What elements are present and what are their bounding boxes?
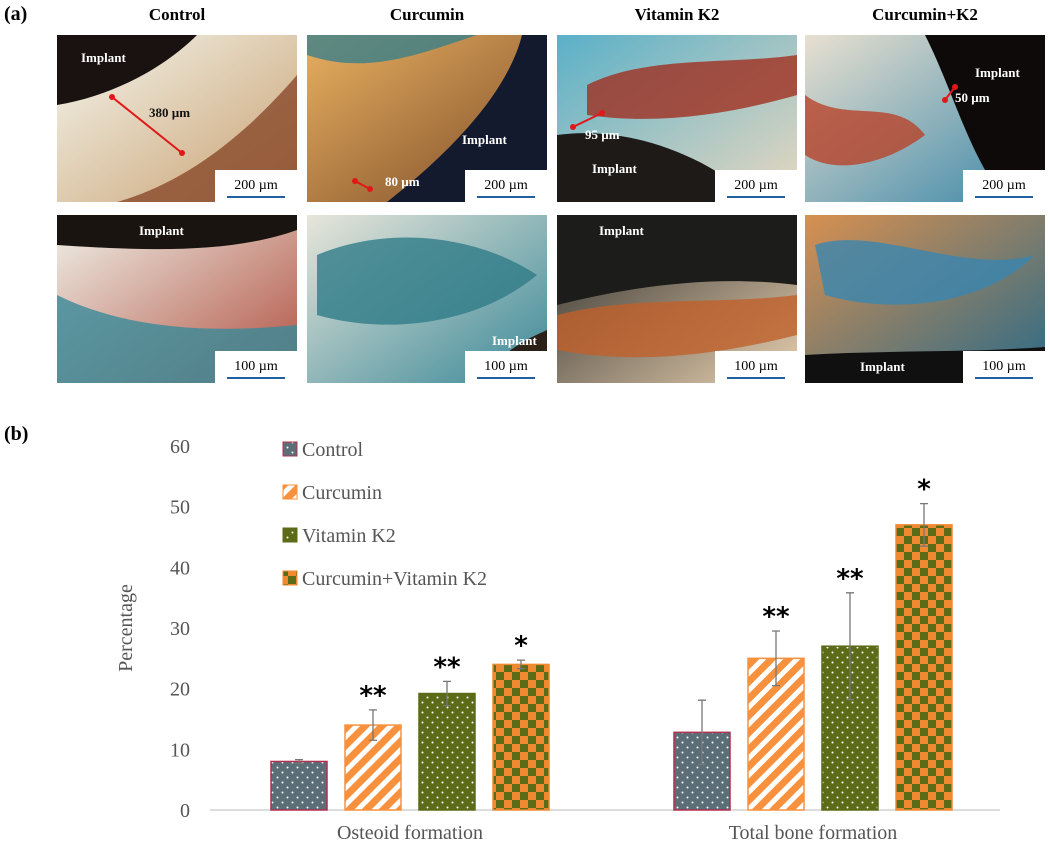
legend-swatch <box>282 527 298 543</box>
bar <box>418 692 476 811</box>
arrow-head <box>367 186 373 192</box>
micrograph: Implant 100 µm <box>57 215 297 383</box>
scale-label: 100 µm <box>982 359 1026 374</box>
column-title: Curcumin <box>390 5 465 24</box>
bar <box>895 524 953 811</box>
tissue <box>307 35 477 64</box>
y-tick-label: 60 <box>170 436 190 458</box>
image-label: 50 µm <box>955 90 990 105</box>
image-label: 80 µm <box>385 174 420 189</box>
implant <box>57 215 297 250</box>
error-bar <box>369 709 377 741</box>
significance-label: ** <box>359 681 387 711</box>
legend-label: Curcumin <box>302 482 382 504</box>
scale-label: 200 µm <box>484 178 528 193</box>
y-tick-label: 0 <box>180 800 190 822</box>
legend-label: Control <box>302 439 364 461</box>
arrow-head <box>952 84 958 90</box>
image-label: 380 µm <box>149 105 190 120</box>
column-title: Control <box>149 5 206 24</box>
scale-label: 200 µm <box>234 178 278 193</box>
micrograph: 80 µm Implant 200 µm <box>307 35 547 202</box>
image-label: Implant <box>592 161 637 176</box>
y-tick-label: 40 <box>170 557 190 579</box>
tissue <box>587 55 797 119</box>
tissue <box>805 95 925 166</box>
error-bar <box>772 630 780 687</box>
arrow-head <box>109 94 115 100</box>
image-label: Implant <box>462 132 507 147</box>
implant <box>557 133 757 202</box>
implant <box>387 35 547 202</box>
error-bar <box>846 592 854 701</box>
bar <box>492 663 550 811</box>
significance-label: ** <box>836 564 864 594</box>
significance-label: ** <box>762 602 790 632</box>
y-tick-label: 10 <box>170 739 190 761</box>
scale-label: 200 µm <box>982 178 1026 193</box>
tissue <box>317 237 537 325</box>
arrow-head <box>599 110 605 116</box>
error-bar <box>295 758 303 764</box>
tissue <box>557 295 797 358</box>
legend-swatch <box>282 441 298 457</box>
error-bar <box>920 502 928 547</box>
arrow-head <box>570 124 576 130</box>
column-title: Vitamin K2 <box>635 5 720 24</box>
arrow-head <box>942 97 948 103</box>
column-title: Curcumin+K2 <box>872 5 978 24</box>
error-bar <box>443 680 451 707</box>
scale-label: 100 µm <box>484 359 528 374</box>
micrograph: Implant 50 µm 200 µm <box>805 35 1045 202</box>
micrograph: Implant 100 µm <box>307 215 547 383</box>
measure-arrow <box>111 96 183 154</box>
image-label: Implant <box>860 359 905 374</box>
micrograph: 95 µm Implant 200 µm <box>557 35 797 202</box>
image-label: Implant <box>492 333 537 348</box>
tissue <box>815 240 1035 305</box>
y-tick-label: 30 <box>170 618 190 640</box>
image-label: Implant <box>975 65 1020 80</box>
legend-label: Vitamin K2 <box>302 525 396 547</box>
image-label: 95 µm <box>585 127 620 142</box>
arrow-head <box>179 150 185 156</box>
panel-label: (a) <box>4 3 27 25</box>
micrograph: Implant 100 µm <box>557 215 797 383</box>
significance-label: * <box>917 475 931 505</box>
x-tick-label: Osteoid formation <box>337 822 483 844</box>
error-bar <box>517 659 525 670</box>
legend-swatch <box>282 484 298 500</box>
y-tick-label: 20 <box>170 679 190 701</box>
y-tick-label: 50 <box>170 497 190 519</box>
bar <box>270 760 328 811</box>
y-axis-title: Percentage <box>115 584 137 672</box>
significance-label: ** <box>433 652 461 682</box>
x-tick-label: Total bone formation <box>729 822 898 844</box>
significance-label: * <box>514 631 528 661</box>
implant <box>925 35 1045 202</box>
arrow-head <box>352 178 358 184</box>
scale-label: 100 µm <box>734 359 778 374</box>
scale-label: 200 µm <box>734 178 778 193</box>
implant <box>57 35 197 105</box>
implant <box>557 215 797 305</box>
legend-swatch <box>282 570 298 586</box>
measure-arrow <box>572 112 603 128</box>
legend-label: Curcumin+Vitamin K2 <box>302 568 487 590</box>
scale-label: 100 µm <box>234 359 278 374</box>
image-label: Implant <box>599 223 644 238</box>
panel-label: (b) <box>4 423 28 445</box>
error-bar <box>698 699 706 766</box>
image-label: Implant <box>81 50 126 65</box>
micrograph: Implant 380 µm 200 µm <box>57 35 297 202</box>
micrograph: Implant 100 µm <box>805 215 1045 383</box>
image-label: Implant <box>139 223 184 238</box>
